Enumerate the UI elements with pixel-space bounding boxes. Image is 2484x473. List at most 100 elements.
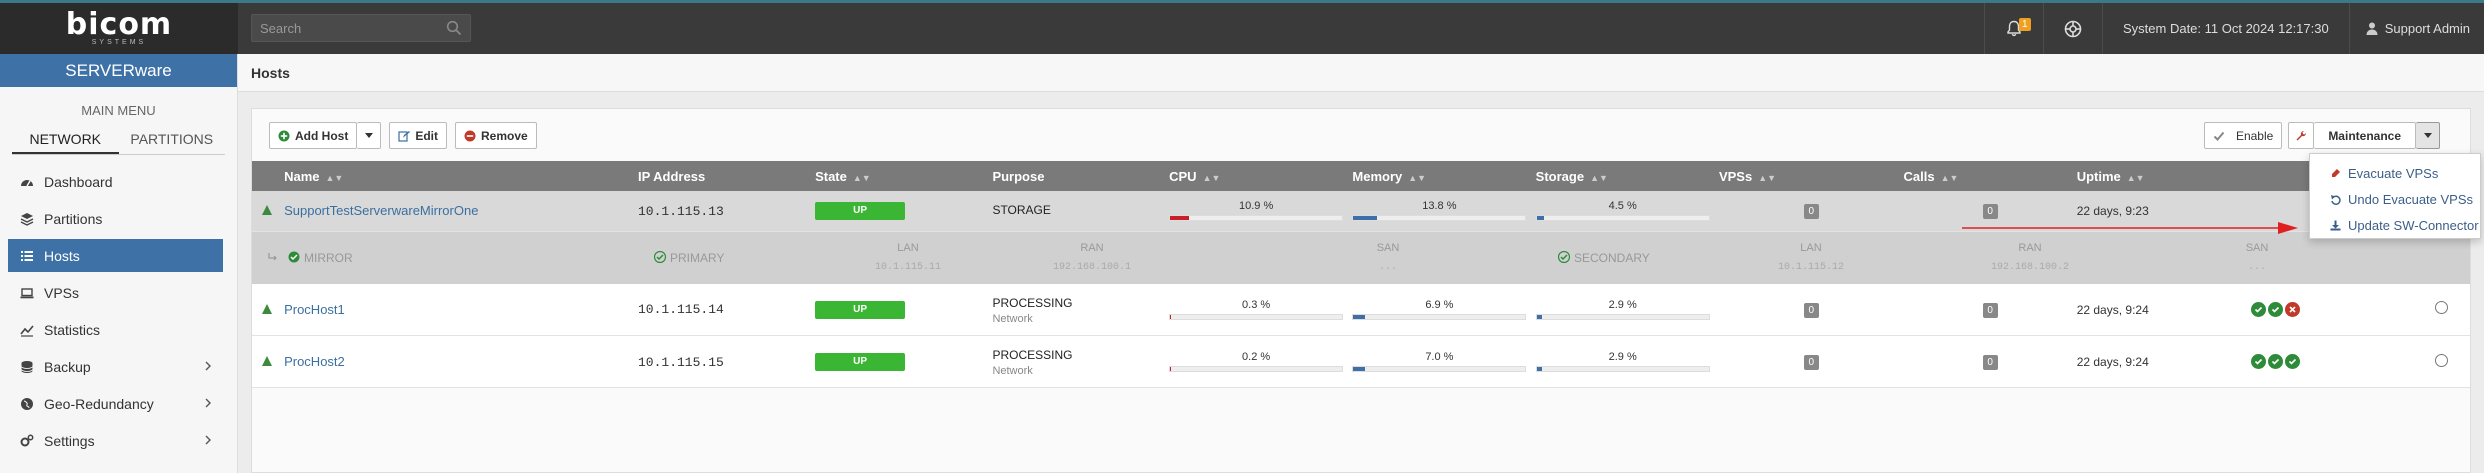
storage-value: 2.9 % bbox=[1608, 298, 1637, 311]
sidebar-item-dashboard[interactable]: Dashboard bbox=[8, 165, 223, 198]
col-calls[interactable]: Calls ▲▼ bbox=[1903, 168, 1959, 184]
service-ok-icon bbox=[2250, 301, 2266, 317]
user-menu[interactable]: Support Admin bbox=[2350, 3, 2484, 54]
sidebar-item-geo-redundancy[interactable]: Geo-Redundancy bbox=[8, 387, 223, 420]
edit-button[interactable]: Edit bbox=[389, 122, 447, 149]
sidebar-item-hosts[interactable]: Hosts bbox=[8, 239, 223, 272]
table-row[interactable]: ProcHost2 10.1.115.15 UP PROCESSING Netwo… bbox=[252, 335, 2470, 388]
col-storage[interactable]: Storage ▲▼ bbox=[1535, 168, 1608, 184]
update-sw-connector-item[interactable]: Update SW-Connector bbox=[2310, 212, 2480, 238]
memory-fill bbox=[1353, 216, 1378, 221]
memory-value: 6.9 % bbox=[1425, 298, 1454, 311]
host-name-link[interactable]: SupportTestServerwareMirrorOne bbox=[284, 203, 479, 219]
maintenance-label: Maintenance bbox=[2328, 128, 2401, 143]
vpss-count: 0 bbox=[1803, 302, 1819, 318]
storage-fill bbox=[1536, 216, 1545, 221]
undo-evacuate-vpss-item[interactable]: Undo Evacuate VPSs bbox=[2310, 186, 2480, 212]
status-up-icon bbox=[262, 205, 272, 216]
col-uptime[interactable]: Uptime ▲▼ bbox=[2076, 168, 2145, 184]
maintenance-dropdown-button[interactable] bbox=[2416, 122, 2440, 149]
logo-subtext: SYSTEMS bbox=[91, 39, 147, 46]
host-name-link[interactable]: ProcHost1 bbox=[284, 301, 345, 317]
sidebar-item-settings[interactable]: Settings bbox=[8, 424, 223, 457]
brand-title: SERVERware bbox=[0, 54, 237, 87]
primary-lan-label: LAN bbox=[897, 241, 919, 254]
sidebar-item-label: Settings bbox=[44, 432, 95, 449]
calls-count: 0 bbox=[1982, 302, 1998, 318]
notifications-button[interactable]: 1 bbox=[1985, 3, 2043, 54]
host-purpose-sub: Network bbox=[992, 312, 1033, 325]
sort-icon: ▲▼ bbox=[1590, 172, 1608, 183]
table-row[interactable]: SupportTestServerwareMirrorOne 10.1.115.… bbox=[252, 191, 2470, 231]
secondary-lan-value: 10.1.115.12 bbox=[1777, 261, 1844, 273]
sidebar-item-partitions[interactable]: Partitions bbox=[8, 202, 223, 235]
bell-icon bbox=[2007, 20, 2021, 37]
uptime-value: 22 days, 9:23 bbox=[2076, 204, 2149, 219]
col-ip[interactable]: IP Address bbox=[637, 168, 706, 184]
hosts-toolbar: Add Host Edit Remove bbox=[269, 122, 537, 149]
bicom-logo[interactable]: bicom SYSTEMS bbox=[0, 3, 238, 54]
row-select-radio[interactable] bbox=[2434, 301, 2448, 315]
storage-meter: 4.5 % bbox=[1535, 200, 1710, 222]
storage-meter: 2.9 % bbox=[1535, 298, 1710, 320]
sidebar-item-backup[interactable]: Backup bbox=[8, 350, 223, 383]
evacuate-vpss-item[interactable]: Evacuate VPSs bbox=[2310, 160, 2480, 186]
add-host-dropdown-button[interactable] bbox=[357, 122, 382, 149]
host-purpose: STORAGE bbox=[992, 203, 1051, 218]
download-icon bbox=[2330, 220, 2341, 230]
secondary-ok-icon bbox=[1558, 250, 1570, 263]
status-up-icon bbox=[262, 356, 272, 366]
host-ip: 10.1.115.15 bbox=[637, 354, 724, 370]
chevron-right-icon bbox=[205, 435, 211, 445]
secondary-san-label: SAN bbox=[2245, 241, 2269, 254]
primary-san-value: ... bbox=[1378, 261, 1397, 273]
enable-button[interactable]: Enable bbox=[2203, 122, 2283, 149]
sort-icon: ▲▼ bbox=[1940, 172, 1959, 183]
calls-count: 0 bbox=[1982, 204, 1998, 220]
maintenance-dropdown-menu: Evacuate VPSs Undo Evacuate VPSs Update … bbox=[2309, 153, 2481, 239]
vpss-count: 0 bbox=[1803, 355, 1819, 370]
col-vpss[interactable]: VPSs ▲▼ bbox=[1718, 168, 1777, 184]
host-purpose-sub: Network bbox=[992, 365, 1033, 377]
calls-count: 0 bbox=[1982, 355, 1998, 370]
remove-button[interactable]: Remove bbox=[455, 122, 537, 149]
tab-network[interactable]: NETWORK bbox=[12, 125, 119, 154]
sidebar-item-vpss[interactable]: VPSs bbox=[8, 276, 223, 309]
host-name-link[interactable]: ProcHost2 bbox=[284, 354, 345, 369]
cpu-value: 10.9 % bbox=[1238, 200, 1274, 213]
col-purpose[interactable]: Purpose bbox=[992, 168, 1045, 184]
sort-icon: ▲▼ bbox=[325, 172, 344, 183]
logo-text: bicom bbox=[65, 7, 173, 42]
sidebar-item-label: Hosts bbox=[44, 247, 80, 264]
cpu-meter: 10.9 % bbox=[1169, 200, 1344, 222]
enable-label: Enable bbox=[2235, 128, 2274, 143]
caret-down-icon bbox=[2423, 133, 2432, 138]
col-name[interactable]: Name ▲▼ bbox=[284, 168, 344, 184]
add-host-group: Add Host bbox=[269, 122, 382, 149]
sidebar-item-statistics[interactable]: Statistics bbox=[8, 313, 223, 346]
search-input[interactable] bbox=[252, 15, 470, 41]
tab-partitions[interactable]: PARTITIONS bbox=[130, 131, 214, 147]
page-title: Hosts bbox=[238, 54, 2484, 92]
table-row[interactable]: ProcHost1 10.1.115.14 UP PROCESSING Netwo… bbox=[252, 283, 2470, 336]
edit-label: Edit bbox=[415, 128, 438, 143]
add-host-button[interactable]: Add Host bbox=[269, 122, 358, 149]
storage-meter: 2.9 % bbox=[1535, 351, 1710, 372]
check-icon bbox=[2213, 131, 2225, 141]
main-menu-label: MAIN MENU bbox=[81, 103, 156, 118]
col-cpu[interactable]: CPU ▲▼ bbox=[1169, 168, 1221, 184]
maintenance-button[interactable]: Maintenance bbox=[2314, 122, 2416, 149]
laptop-icon bbox=[20, 286, 34, 300]
search-icon[interactable] bbox=[446, 20, 462, 36]
secondary-lan-label: LAN bbox=[1800, 241, 1822, 254]
menu-item-label: Undo Evacuate VPSs bbox=[2348, 191, 2474, 207]
maintenance-wrench-button[interactable] bbox=[2288, 122, 2315, 149]
service-error-icon bbox=[2284, 301, 2300, 317]
row-select-radio[interactable] bbox=[2434, 353, 2448, 367]
service-status bbox=[2250, 354, 2300, 369]
col-state[interactable]: State ▲▼ bbox=[815, 168, 871, 184]
primary-ran-label: RAN bbox=[1080, 241, 1104, 254]
col-memory[interactable]: Memory ▲▼ bbox=[1352, 168, 1427, 184]
support-button[interactable] bbox=[2044, 3, 2102, 54]
sort-icon: ▲▼ bbox=[2126, 172, 2145, 183]
